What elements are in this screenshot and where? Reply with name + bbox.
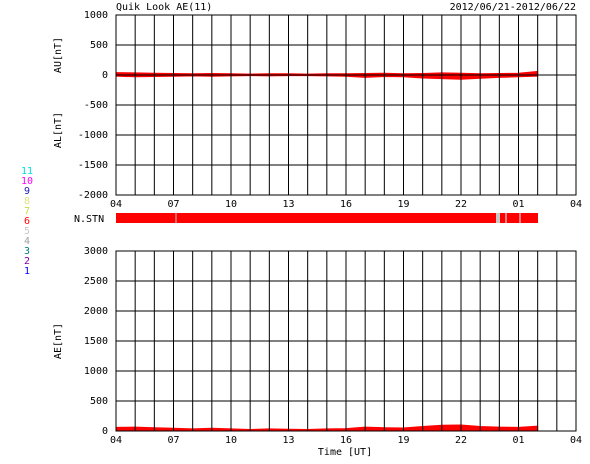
area: [115, 70, 539, 76]
station-legend-entry: 2: [24, 256, 30, 267]
n-stn-bar: [116, 213, 538, 223]
x-tick-label: 16: [340, 435, 352, 446]
y-axis-label: AU[nT]: [53, 37, 64, 73]
y-tick-label: 1500: [84, 336, 108, 347]
station-legend-entry: 4: [24, 236, 30, 247]
area: [115, 74, 539, 80]
station-legend-entry: 10: [21, 176, 33, 187]
station-legend-entry: 3: [24, 246, 30, 257]
station-legend-entry: 6: [24, 216, 30, 227]
y-tick-label: 0: [102, 70, 108, 81]
y-tick-label: 2500: [84, 276, 108, 287]
y-tick-label: -1000: [78, 130, 108, 141]
x-tick-label: 04: [570, 199, 582, 210]
station-legend-entry: 8: [24, 196, 30, 207]
y-tick-label: 1000: [84, 10, 108, 21]
station-legend-entry: 5: [24, 226, 30, 237]
x-tick-label: 10: [225, 435, 237, 446]
y-tick-label: 500: [90, 396, 108, 407]
area: [115, 424, 539, 432]
y-tick-label: 500: [90, 40, 108, 51]
x-axis-label: Time [UT]: [318, 447, 372, 458]
chart-title: Quik Look AE(11): [116, 2, 212, 13]
station-legend-entry: 9: [24, 186, 30, 197]
n-stn-gap: [496, 213, 500, 223]
y-axis-label: AE[nT]: [53, 323, 64, 359]
y-tick-label: -500: [84, 100, 108, 111]
y-tick-label: 3000: [84, 246, 108, 257]
station-legend-entry: 1: [24, 266, 30, 277]
n-stn-strip: [116, 213, 538, 223]
x-tick-label: 07: [167, 199, 179, 210]
x-tick-label: 04: [570, 435, 582, 446]
y-tick-label: -1500: [78, 160, 108, 171]
x-tick-label: 22: [455, 199, 467, 210]
x-tick-label: 01: [512, 199, 524, 210]
x-tick-label: 22: [455, 435, 467, 446]
x-tick-label: 13: [282, 435, 294, 446]
x-tick-label: 19: [397, 435, 409, 446]
y-tick-label: -2000: [78, 190, 108, 201]
x-tick-label: 04: [110, 199, 122, 210]
x-tick-label: 07: [167, 435, 179, 446]
plot-frame: [115, 14, 577, 196]
y-tick-label: 2000: [84, 306, 108, 317]
date-range: 2012/06/21-2012/06/22: [450, 2, 576, 13]
plot-frame: [115, 250, 577, 432]
x-tick-label: 10: [225, 199, 237, 210]
x-tick-label: 13: [282, 199, 294, 210]
x-tick-label: 16: [340, 199, 352, 210]
station-legend-entry: 11: [21, 166, 33, 177]
x-tick-label: 01: [512, 435, 524, 446]
x-tick-label: 04: [110, 435, 122, 446]
y-tick-label: 1000: [84, 366, 108, 377]
y-tick-label: 0: [102, 426, 108, 437]
station-legend-entry: 7: [24, 206, 30, 217]
y-axis-label: AL[nT]: [53, 112, 64, 148]
n-stn-label: N.STN: [74, 214, 104, 225]
x-tick-label: 19: [397, 199, 409, 210]
